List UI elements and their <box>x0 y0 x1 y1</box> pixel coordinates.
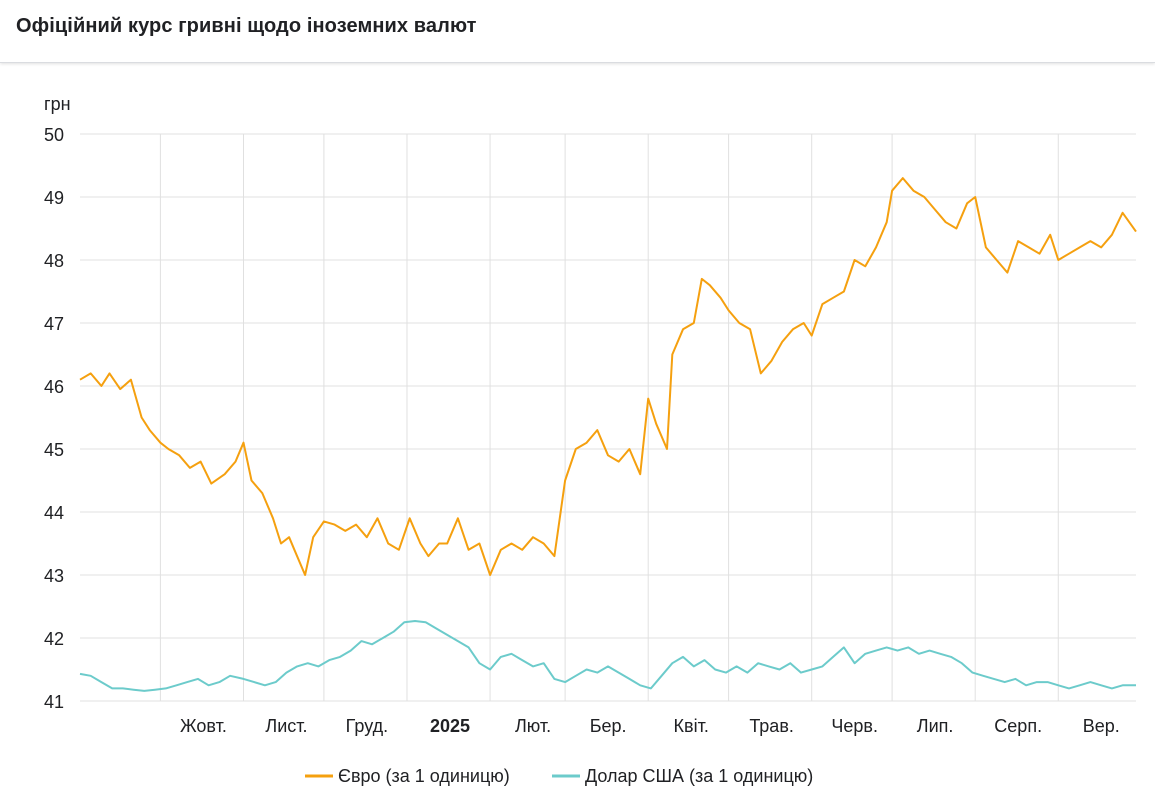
legend-entry[interactable]: Долар США (за 1 одиницю) <box>585 766 813 786</box>
x-tick-label: Лют. <box>515 716 551 736</box>
x-tick-label: Жовт. <box>180 716 227 736</box>
chart-header: Офіційний курс гривні щодо іноземних вал… <box>0 0 1155 63</box>
legend: Євро (за 1 одиницю) Долар США (за 1 одини… <box>305 766 813 786</box>
horizontal-gridlines <box>80 133 1136 702</box>
x-tick-label: 2025 <box>430 716 470 736</box>
y-tick-label: 44 <box>44 503 64 523</box>
y-axis-label: грн <box>44 94 71 114</box>
x-tick-label: Вер. <box>1083 716 1120 736</box>
legend-entry[interactable]: Євро (за 1 одиницю) <box>338 766 510 786</box>
vertical-gridlines <box>159 134 1059 701</box>
x-tick-label: Серп. <box>994 716 1042 736</box>
y-tick-label: 50 <box>44 125 64 145</box>
series-line-0 <box>79 177 1137 576</box>
y-tick-label: 47 <box>44 314 64 334</box>
x-tick-label: Груд. <box>346 716 388 736</box>
y-tick-label: 41 <box>44 692 64 712</box>
y-axis-ticks: 41 42 43 44 45 46 47 48 49 50 <box>44 125 64 712</box>
page-title: Офіційний курс гривні щодо іноземних вал… <box>16 15 477 37</box>
x-tick-label: Квіт. <box>674 716 709 736</box>
y-tick-label: 48 <box>44 251 64 271</box>
series-lines <box>79 177 1137 692</box>
y-tick-label: 42 <box>44 629 64 649</box>
x-tick-label: Лист. <box>265 716 307 736</box>
x-tick-label: Трав. <box>749 716 794 736</box>
y-tick-label: 46 <box>44 377 64 397</box>
y-tick-label: 45 <box>44 440 64 460</box>
series-line-1 <box>79 620 1136 692</box>
x-tick-label: Черв. <box>831 716 878 736</box>
y-tick-label: 43 <box>44 566 64 586</box>
x-axis-ticks: Жовт. Лист. Груд. 2025 Лют. Бер. Квіт. Трав. Чер… <box>180 716 1120 736</box>
x-tick-label: Бер. <box>590 716 627 736</box>
x-tick-label: Лип. <box>917 716 954 736</box>
y-tick-label: 49 <box>44 188 64 208</box>
